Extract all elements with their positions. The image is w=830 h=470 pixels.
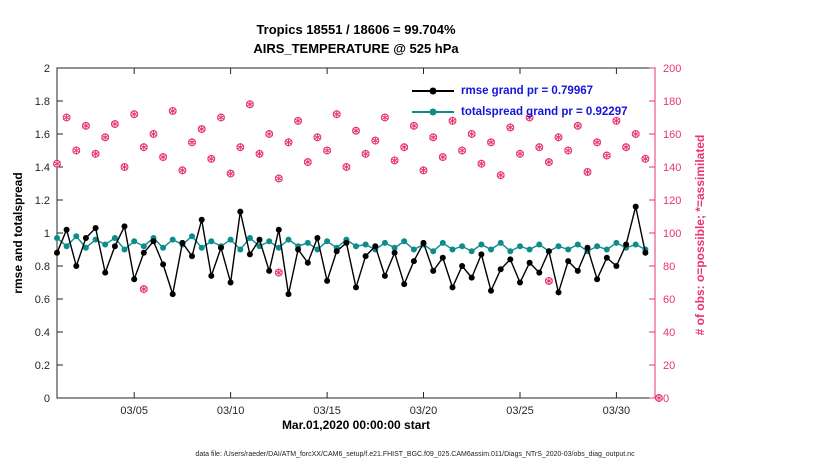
- svg-text:100: 100: [663, 228, 681, 240]
- svg-text:03/20: 03/20: [410, 405, 438, 417]
- y-axis-label-left: rmse and totalspread: [11, 172, 25, 294]
- svg-text:0: 0: [663, 393, 669, 405]
- svg-text:2: 2: [44, 63, 50, 75]
- legend-totalspread-label: totalspread grand pr = 0.92297: [461, 105, 628, 118]
- svg-text:03/30: 03/30: [603, 405, 631, 417]
- svg-text:80: 80: [663, 261, 675, 273]
- svg-text:1.8: 1.8: [35, 96, 50, 108]
- svg-text:03/25: 03/25: [506, 405, 534, 417]
- legend-rmse-line-sample: [412, 87, 454, 94]
- svg-text:0: 0: [44, 393, 50, 405]
- svg-text:03/10: 03/10: [217, 405, 245, 417]
- svg-text:1.2: 1.2: [35, 195, 50, 207]
- svg-text:0.2: 0.2: [35, 360, 50, 372]
- chart-title-line1: Tropics 18551 / 18606 = 99.704%: [256, 22, 456, 37]
- svg-text:120: 120: [663, 195, 681, 207]
- data-file-path: data file: /Users/raeder/DAI/ATM_forcXX/…: [195, 451, 635, 458]
- svg-text:200: 200: [663, 63, 681, 75]
- svg-text:180: 180: [663, 96, 681, 108]
- legend-totalspread-line-sample: [412, 108, 454, 115]
- svg-text:1.6: 1.6: [35, 129, 50, 141]
- chart-title-line2: AIRS_TEMPERATURE @ 525 hPa: [253, 41, 459, 56]
- svg-text:40: 40: [663, 327, 675, 339]
- svg-text:03/05: 03/05: [120, 405, 148, 417]
- legend-item-rmse: rmse grand pr = 0.79967: [412, 80, 628, 101]
- svg-text:0.6: 0.6: [35, 294, 50, 306]
- legend-rmse-marker: [429, 87, 437, 94]
- x-axis-label: Mar.01,2020 00:00:00 start: [281, 418, 431, 432]
- svg-text:160: 160: [663, 129, 681, 141]
- svg-text:03/15: 03/15: [313, 405, 341, 417]
- svg-text:60: 60: [663, 294, 675, 306]
- svg-text:1: 1: [44, 228, 50, 240]
- svg-text:0.8: 0.8: [35, 261, 50, 273]
- legend-rmse-label: rmse grand pr = 0.79967: [461, 84, 594, 97]
- svg-text:20: 20: [663, 360, 675, 372]
- svg-text:140: 140: [663, 162, 681, 174]
- svg-text:1.4: 1.4: [35, 162, 50, 174]
- svg-text:0.4: 0.4: [35, 327, 50, 339]
- legend-totalspread-marker: [429, 108, 437, 115]
- legend-item-totalspread: totalspread grand pr = 0.92297: [412, 101, 628, 122]
- y-axis-label-right: # of obs: o=possible; *=assimilated: [693, 134, 707, 336]
- legend: rmse grand pr = 0.79967 totalspread gran…: [412, 80, 628, 122]
